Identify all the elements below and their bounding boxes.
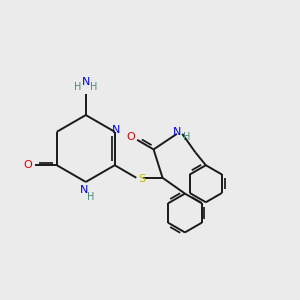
Text: H: H [91, 82, 98, 92]
Text: N: N [112, 125, 120, 135]
Text: H: H [88, 193, 95, 202]
Text: O: O [24, 160, 32, 170]
Text: H: H [183, 133, 190, 142]
Text: N: N [80, 185, 88, 195]
Text: S: S [138, 174, 146, 184]
Text: N: N [173, 127, 182, 137]
Text: H: H [74, 82, 81, 92]
Text: N: N [82, 77, 90, 87]
Text: O: O [126, 133, 135, 142]
